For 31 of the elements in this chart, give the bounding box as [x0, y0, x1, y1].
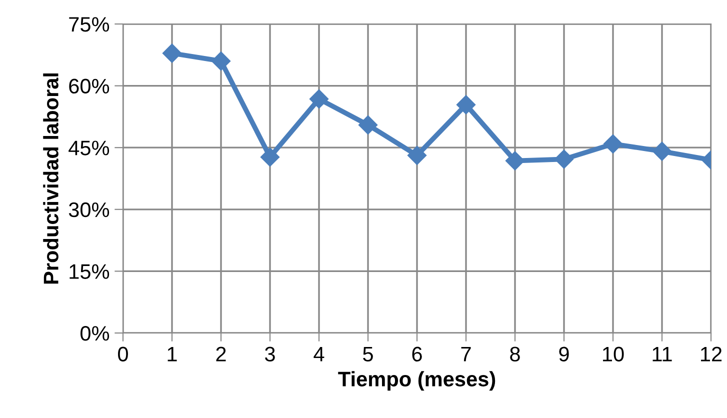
x-tick-label: 8 — [510, 346, 520, 362]
point — [652, 142, 672, 161]
x-tick-label: 10 — [603, 346, 624, 362]
point — [309, 89, 329, 109]
point — [554, 150, 574, 169]
x-tick-label: 11 — [652, 346, 672, 362]
point — [162, 44, 182, 63]
x-tick-label: 1 — [168, 346, 177, 362]
x-tick-label: 0 — [118, 346, 128, 362]
point — [603, 134, 623, 154]
y-axis-title: Productividad laboral — [43, 73, 58, 284]
y-tick-label: 45% — [68, 140, 110, 156]
point — [211, 52, 231, 71]
point — [260, 148, 280, 167]
x-tick-label: 6 — [412, 346, 422, 362]
y-tick-label: 60% — [69, 78, 110, 94]
y-tick-label: 0% — [80, 326, 110, 341]
x-axis-title: Tiempo (meses) — [338, 371, 496, 391]
x-tick-label: 5 — [363, 346, 373, 362]
y-tick-label: 15% — [70, 264, 110, 279]
x-tick-label: 7 — [461, 346, 471, 362]
point — [407, 146, 427, 165]
x-tick-label: 4 — [314, 346, 324, 362]
point — [358, 115, 378, 134]
x-tick-label: 12 — [701, 346, 722, 362]
x-tick-label: 9 — [559, 346, 569, 362]
y-tick-label: 30% — [68, 202, 110, 218]
x-tick-label: 3 — [265, 346, 275, 362]
point — [456, 95, 476, 114]
x-tick-label: 2 — [216, 346, 226, 362]
y-tick-label: 75% — [69, 17, 110, 32]
